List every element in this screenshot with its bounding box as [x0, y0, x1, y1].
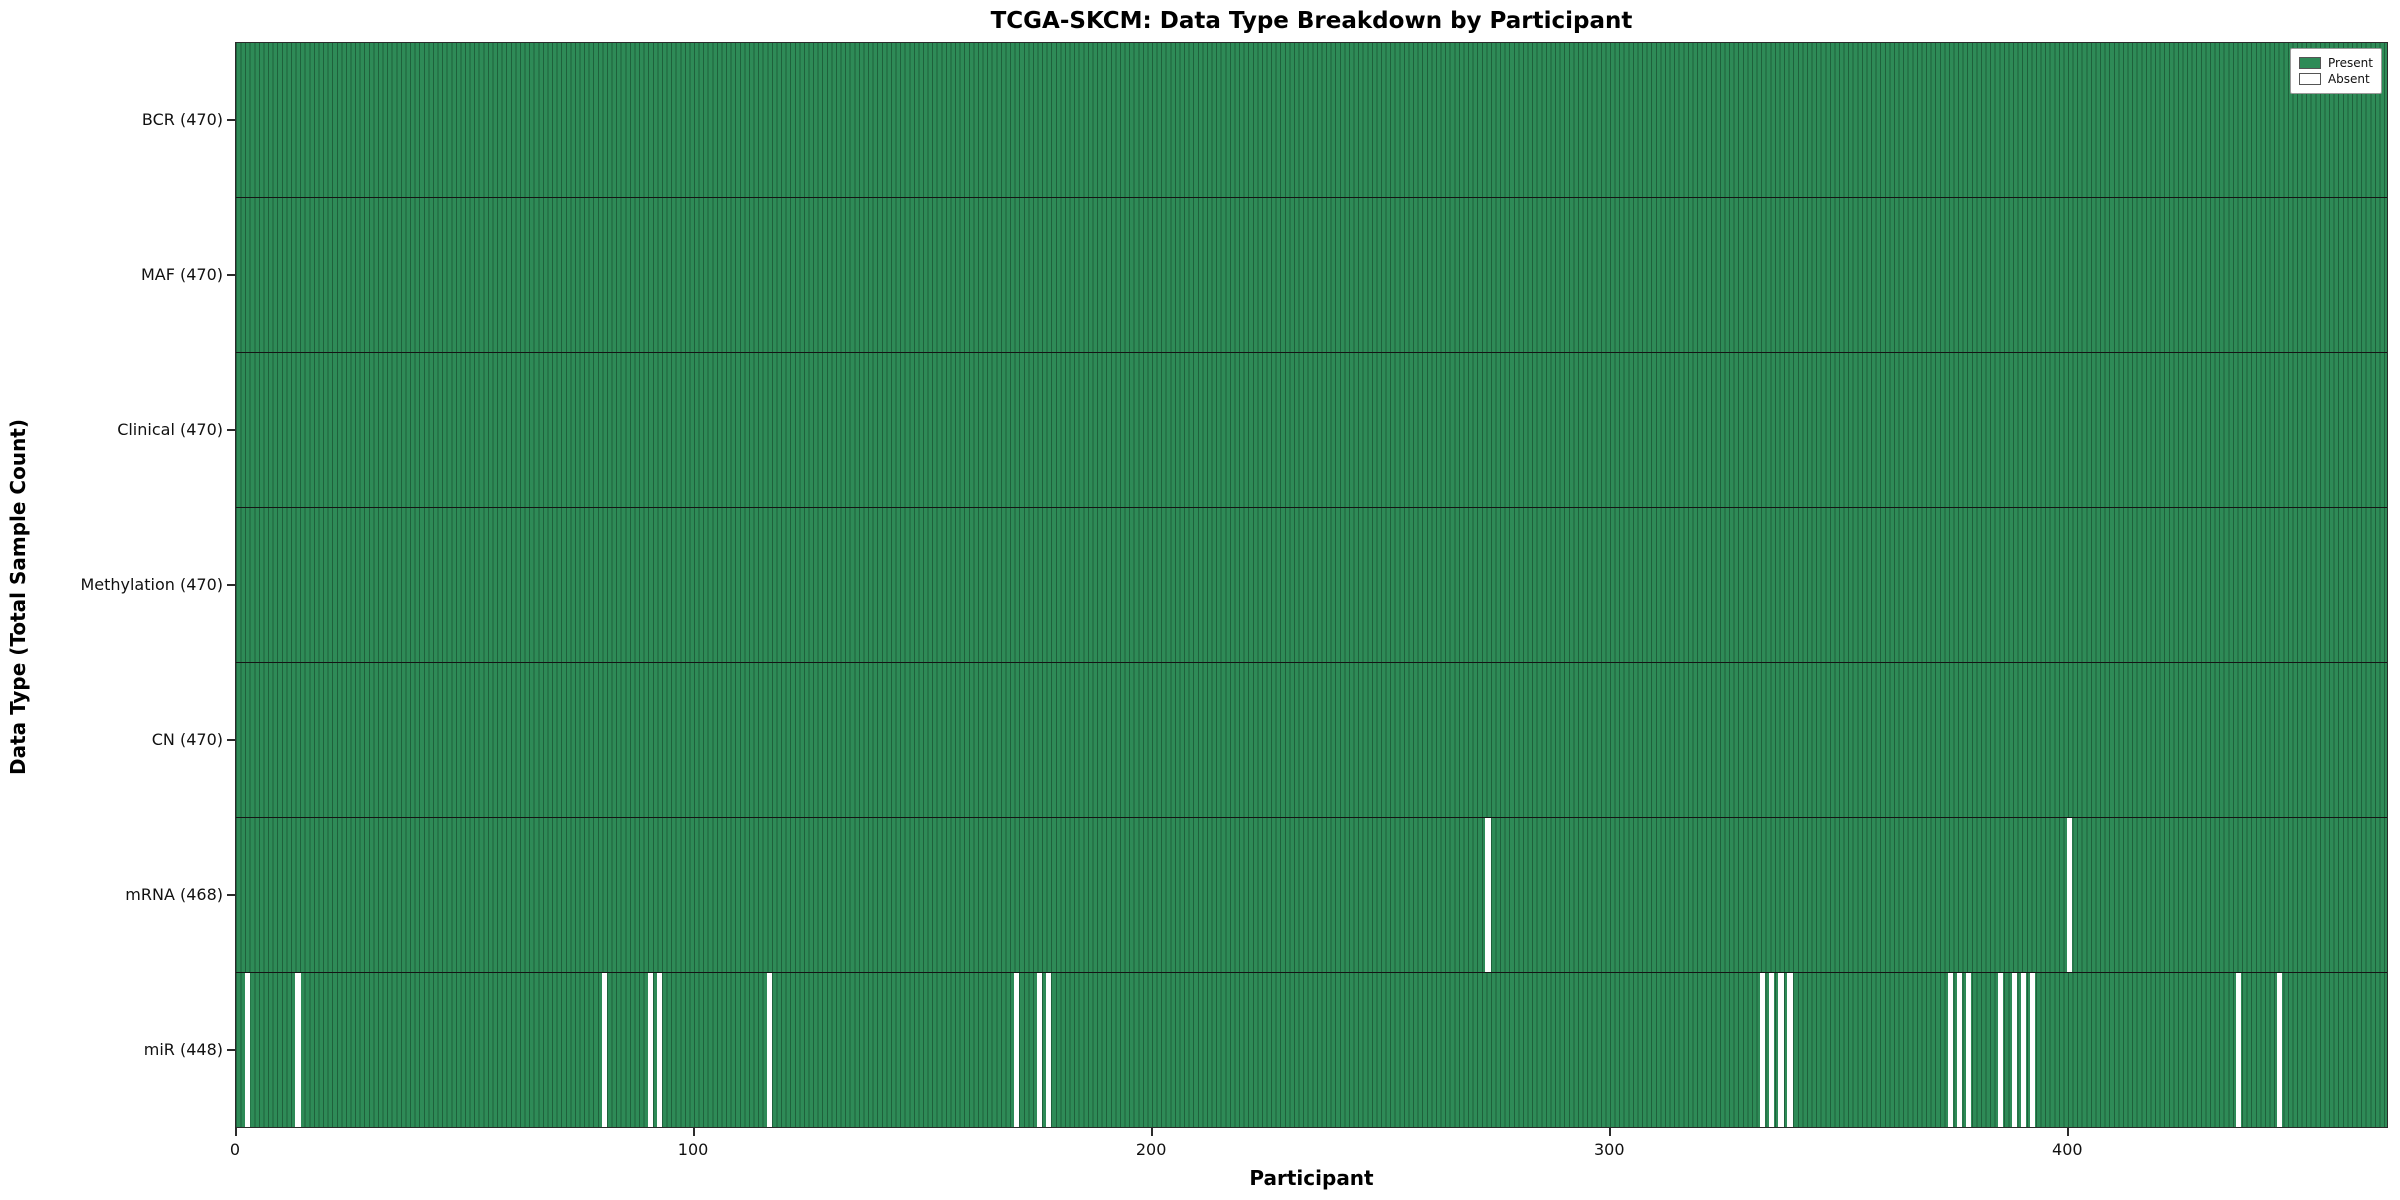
row-maf: [236, 197, 2387, 352]
absent-gap: [1947, 973, 1953, 1127]
y-tick-label: mRNA (468): [125, 885, 223, 905]
absent-gap: [2020, 973, 2027, 1127]
absent-gap: [2235, 973, 2242, 1127]
row-mir: [236, 972, 2387, 1127]
y-axis-label: Data Type (Total Sample Count): [6, 418, 30, 776]
y-tick-mark: [227, 273, 235, 276]
x-tick-mark: [235, 1128, 237, 1136]
y-tick-label: BCR (470): [141, 109, 223, 129]
legend-label-present: Present: [2327, 56, 2373, 70]
absent-gap: [1787, 973, 1793, 1127]
absent-gap: [657, 973, 663, 1127]
x-tick-label: 300: [1593, 1140, 1625, 1159]
y-tick-mark: [227, 739, 235, 742]
absent-gap: [2066, 818, 2072, 972]
y-tick-mark: [227, 894, 235, 897]
x-tick-mark: [693, 1128, 696, 1136]
legend-entry-present: Present: [2298, 56, 2373, 70]
y-tick-label: Clinical (470): [117, 419, 223, 439]
absent-gap: [295, 973, 301, 1127]
y-tick-mark: [227, 118, 235, 121]
present-swatch: [2298, 57, 2321, 69]
absent-swatch: [2298, 73, 2321, 85]
y-tick-label: MAF (470): [140, 264, 223, 284]
x-tick-label: 0: [229, 1140, 241, 1159]
x-tick-mark: [1151, 1128, 1154, 1136]
y-tick-mark: [227, 1049, 235, 1052]
row-methylation: [236, 507, 2387, 662]
plot-area: Present Absent: [235, 42, 2388, 1128]
absent-gap: [1485, 818, 1491, 972]
absent-gap: [1036, 973, 1043, 1127]
absent-gap: [602, 973, 608, 1127]
absent-gap: [2011, 973, 2017, 1127]
y-tick-mark: [227, 584, 235, 586]
y-tick-label: Methylation (470): [80, 575, 223, 594]
y-tick-label: CN (470): [151, 730, 223, 750]
absent-gap: [1997, 973, 2004, 1127]
x-tick-label: 400: [2052, 1140, 2083, 1159]
row-clinical: [236, 352, 2387, 507]
absent-gap: [647, 973, 654, 1127]
row-mrna: [236, 817, 2387, 972]
absent-gap: [2277, 973, 2283, 1127]
x-tick-label: 200: [1135, 1140, 1167, 1159]
x-tick-label: 100: [677, 1140, 709, 1159]
y-tick-mark: [227, 428, 235, 431]
absent-gap: [245, 973, 251, 1127]
row-cn: [236, 662, 2387, 817]
row-bcr: [236, 43, 2387, 197]
absent-gap: [1956, 973, 1963, 1127]
legend-entry-absent: Absent: [2298, 72, 2373, 86]
chart-title: TCGA-SKCM: Data Type Breakdown by Partic…: [990, 8, 1633, 34]
absent-gap: [1769, 973, 1775, 1127]
absent-gap: [1046, 973, 1052, 1127]
absent-gap: [1014, 973, 1020, 1127]
x-tick-mark: [2067, 1128, 2070, 1136]
x-axis-label: Participant: [1249, 1166, 1374, 1190]
y-tick-label: miR (448): [143, 1040, 223, 1060]
absent-gap: [766, 973, 773, 1127]
x-tick-mark: [1609, 1128, 1612, 1136]
absent-gap: [1778, 973, 1784, 1127]
absent-gap: [1760, 973, 1766, 1127]
legend: Present Absent: [2289, 48, 2382, 94]
absent-gap: [2030, 973, 2036, 1127]
legend-label-absent: Absent: [2327, 72, 2370, 86]
absent-gap: [1965, 973, 1972, 1127]
